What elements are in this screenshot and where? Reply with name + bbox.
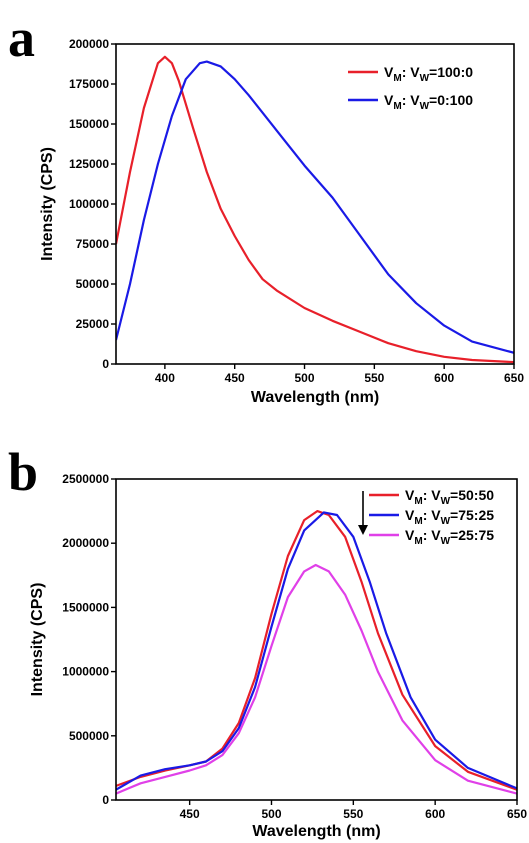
x-tick-label: 450 <box>225 371 245 385</box>
legend-text-part: V <box>405 487 415 503</box>
x-tick-label: 500 <box>261 807 281 821</box>
legend-text-part: W <box>420 101 430 112</box>
legend-text-part: W <box>441 516 451 527</box>
y-tick-label: 1500000 <box>62 600 109 614</box>
legend-text-part: V <box>384 92 394 108</box>
y-axis-title: Intensity (CPS) <box>39 147 56 261</box>
y-tick-label: 125000 <box>69 157 109 171</box>
legend-text-part: : V <box>423 487 442 503</box>
legend-text-part: M <box>393 73 401 84</box>
y-tick-label: 25000 <box>76 317 110 331</box>
y-axis-title: Intensity (CPS) <box>29 583 46 697</box>
legend-text-part: : V <box>402 64 421 80</box>
x-tick-label: 400 <box>155 371 175 385</box>
x-tick-label: 550 <box>364 371 384 385</box>
x-tick-label: 450 <box>180 807 200 821</box>
legend-text-part: V <box>384 64 394 80</box>
series-line-0 <box>116 55 514 364</box>
y-tick-label: 175000 <box>69 77 109 91</box>
x-tick-label: 650 <box>507 807 527 821</box>
legend-arrow-head <box>358 525 368 535</box>
y-tick-label: 150000 <box>69 117 109 131</box>
series-line-0 <box>116 510 517 791</box>
plot-frame <box>115 478 518 801</box>
chart-panel-a: a 0 25000 50000 75000 100000 125000 150000 17500… <box>8 8 524 406</box>
legend-text-part: W <box>420 73 430 84</box>
x-tick-label: 600 <box>434 371 454 385</box>
legend-entry: VM: VW=100:0 <box>384 64 473 84</box>
legend-text-part: W <box>441 536 451 547</box>
panel-label: a <box>8 8 35 68</box>
x-tick-label: 600 <box>425 807 445 821</box>
series-line-1 <box>116 60 514 354</box>
y-tick-label: 500000 <box>69 729 109 743</box>
y-tick-label: 100000 <box>69 197 109 211</box>
y-tick-label: 75000 <box>76 237 110 251</box>
legend-entry: VM: VW=25:75 <box>405 527 494 547</box>
legend-text-part: M <box>414 516 422 527</box>
y-tick-label: 0 <box>102 793 109 807</box>
panel-label: b <box>8 442 38 502</box>
x-tick-label: 500 <box>295 371 315 385</box>
x-tick-label: 550 <box>343 807 363 821</box>
x-axis-title: Wavelength (nm) <box>252 823 380 840</box>
legend-text-part: =50:50 <box>450 487 494 503</box>
y-tick-label: 2500000 <box>62 472 109 486</box>
x-tick-label: 650 <box>504 371 524 385</box>
legend-text-part: : V <box>423 507 442 523</box>
y-tick-label: 1000000 <box>62 665 109 679</box>
legend: VM: VW=100:0VM: VW=0:100 <box>348 64 473 112</box>
legend-text-part: =0:100 <box>429 92 473 108</box>
legend-text-part: V <box>405 507 415 523</box>
y-tick-label: 200000 <box>69 37 109 51</box>
legend-entry: VM: VW=0:100 <box>384 92 473 112</box>
y-tick-label: 0 <box>102 357 109 371</box>
legend-text-part: =25:75 <box>450 527 494 543</box>
legend-text-part: =100:0 <box>429 64 473 80</box>
chart-panel-b: b 0 500000 1000000 1500000 2000000 2500000 450 5… <box>8 442 527 840</box>
legend-text-part: M <box>414 496 422 507</box>
legend-text-part: M <box>393 101 401 112</box>
legend-entry: VM: VW=50:50 <box>405 487 494 507</box>
legend-text-part: : V <box>423 527 442 543</box>
legend-text-part: V <box>405 527 415 543</box>
y-tick-label: 50000 <box>76 277 110 291</box>
legend-text-part: W <box>441 496 451 507</box>
legend-entry: VM: VW=75:25 <box>405 507 494 527</box>
legend-text-part: M <box>414 536 422 547</box>
x-axis-title: Wavelength (nm) <box>251 389 379 406</box>
legend-text-part: : V <box>402 92 421 108</box>
legend-text-part: =75:25 <box>450 507 494 523</box>
series-line-1 <box>116 511 517 791</box>
y-tick-label: 2000000 <box>62 536 109 550</box>
series-line-2 <box>116 563 517 795</box>
